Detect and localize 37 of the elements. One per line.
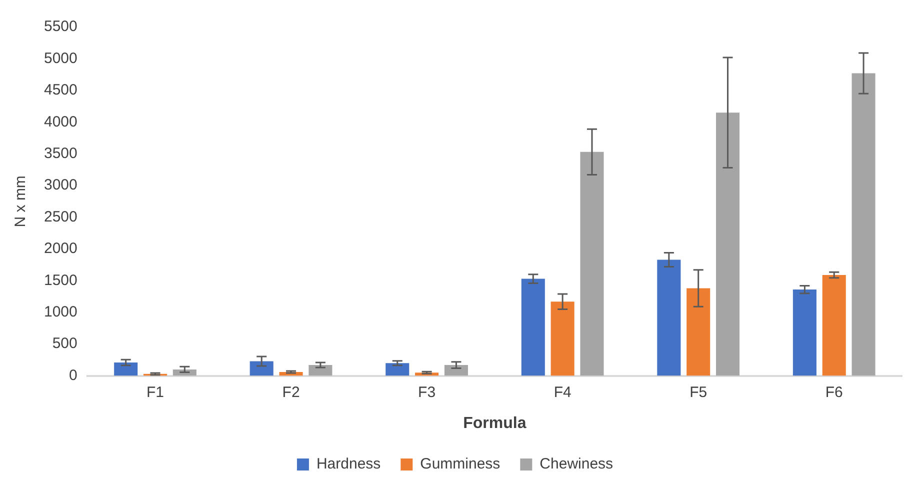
y-tick-label: 3000 [44, 176, 78, 194]
bar [521, 278, 545, 376]
x-axis-title: Formula [463, 414, 526, 432]
x-tick-label: F3 [418, 384, 436, 401]
x-tick-label: F1 [146, 384, 164, 401]
bar [250, 361, 274, 376]
y-tick-label: 2000 [44, 240, 78, 258]
x-tick-label: F4 [554, 384, 572, 401]
bar [550, 302, 574, 376]
y-axis-title: N x mm [12, 176, 30, 228]
y-tick-label: 5500 [44, 18, 78, 36]
x-tick-label: F2 [282, 384, 300, 401]
y-tick-label: 1000 [44, 304, 78, 321]
bar [716, 112, 740, 376]
y-tick-label: 4500 [44, 82, 78, 99]
y-tick-label: 3500 [44, 144, 78, 162]
bar [444, 365, 468, 376]
bar [386, 363, 410, 376]
y-tick-label: 4000 [44, 113, 78, 130]
legend-label: Chewiness [540, 456, 614, 473]
bar [792, 290, 816, 376]
bar [852, 73, 876, 376]
bar [308, 365, 332, 376]
y-tick-label: 500 [52, 335, 78, 352]
bar [580, 152, 604, 376]
bar [822, 274, 846, 376]
x-tick-label: F6 [825, 384, 843, 401]
x-tick-label: F5 [690, 384, 708, 401]
y-tick-label: 5000 [44, 50, 78, 67]
y-tick-label: 2500 [44, 208, 78, 226]
legend-label: Hardness [316, 456, 381, 473]
y-tick-label: 1500 [44, 272, 78, 289]
bar [114, 362, 138, 376]
y-tick-label: 0 [69, 366, 78, 384]
bar [686, 288, 710, 376]
bar [657, 260, 681, 376]
legend-label: Gumminess [420, 456, 500, 473]
